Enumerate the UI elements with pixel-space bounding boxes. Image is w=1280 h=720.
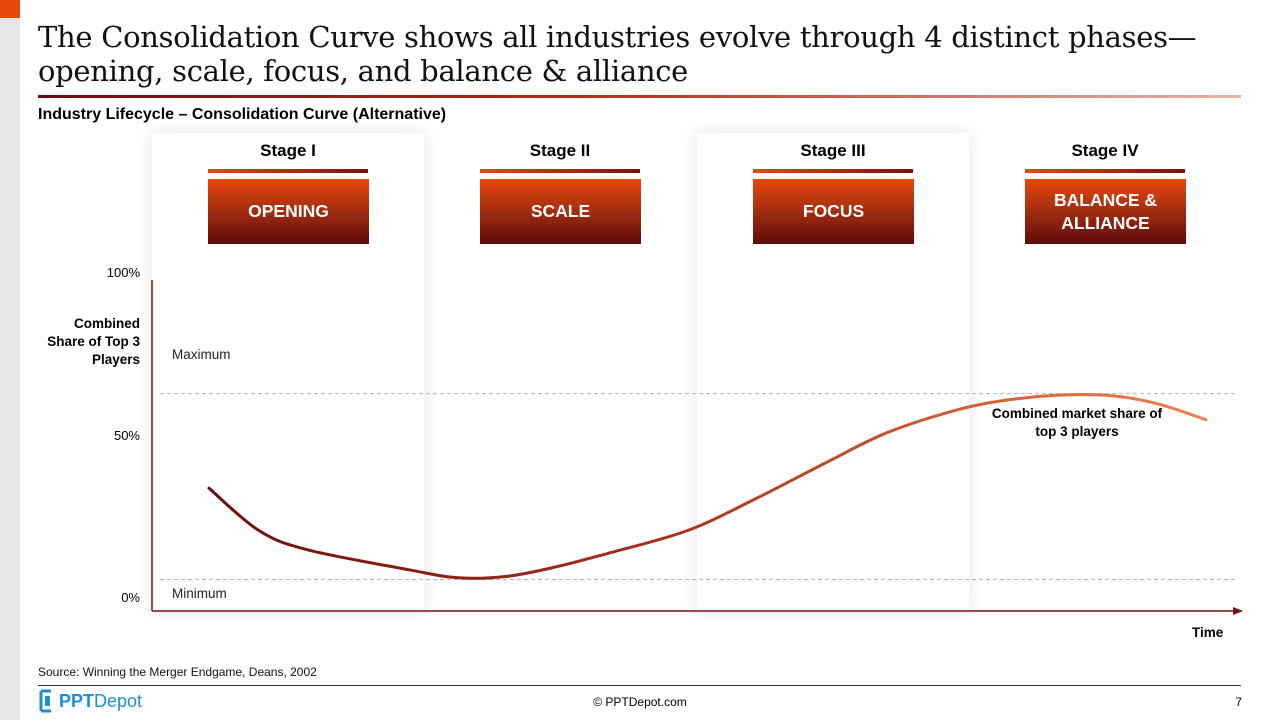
stage-3-name-box: FOCUS	[753, 179, 914, 244]
logo-bracket-icon	[38, 689, 53, 713]
stage-4-accent-line	[1025, 169, 1185, 173]
left-sidebar-strip	[0, 0, 20, 720]
stage-2-label: Stage II	[529, 141, 591, 160]
stage-4-name-box: BALANCE & ALLIANCE	[1025, 179, 1186, 244]
stage-3-name: FOCUS	[802, 201, 865, 221]
pptdepot-logo: PPTDepot	[38, 689, 142, 713]
page-number: 7	[1235, 695, 1242, 709]
copyright-text: © PPTDepot.com	[593, 695, 687, 709]
y-axis-label: Combined Share of Top 3 Players	[47, 316, 140, 367]
y-tick-0: 0%	[121, 590, 140, 605]
stage-2-name-box: SCALE	[480, 179, 641, 244]
stage-3-label: Stage III	[800, 141, 866, 160]
stage-2-accent-line	[480, 169, 640, 173]
chart-subtitle: Industry Lifecycle – Consolidation Curve…	[38, 106, 447, 123]
maximum-line-label: Maximum	[172, 347, 231, 362]
stage-1-accent-line	[208, 169, 368, 173]
stage-4-name: BALANCE & ALLIANCE	[1053, 189, 1158, 233]
x-axis-label: Time	[1192, 625, 1224, 640]
left-accent-block	[0, 0, 20, 18]
curve-annotation: Combined market share of top 3 players	[991, 406, 1163, 439]
stage-1-name: OPENING	[248, 201, 329, 221]
logo-text-bold: PPT	[59, 690, 95, 711]
stage-1-name-box: OPENING	[208, 179, 369, 244]
source-note: Source: Winning the Merger Endgame, Dean…	[38, 665, 317, 679]
minimum-line-label: Minimum	[172, 586, 227, 601]
stage-1-label: Stage I	[260, 141, 316, 160]
slide-title: The Consolidation Curve shows all indust…	[38, 20, 1197, 88]
market-share-curve	[207, 392, 1208, 580]
title-underline	[38, 95, 1241, 98]
logo-text-regular: Depot	[94, 690, 143, 711]
y-tick-50: 50%	[113, 428, 140, 443]
stage-2-name: SCALE	[530, 201, 591, 221]
stage-4-label: Stage IV	[1071, 141, 1139, 160]
logo-text: PPTDepot	[59, 691, 142, 712]
stage-3-accent-line	[753, 169, 913, 173]
y-tick-100: 100%	[106, 265, 140, 280]
footer-divider	[38, 685, 1241, 686]
